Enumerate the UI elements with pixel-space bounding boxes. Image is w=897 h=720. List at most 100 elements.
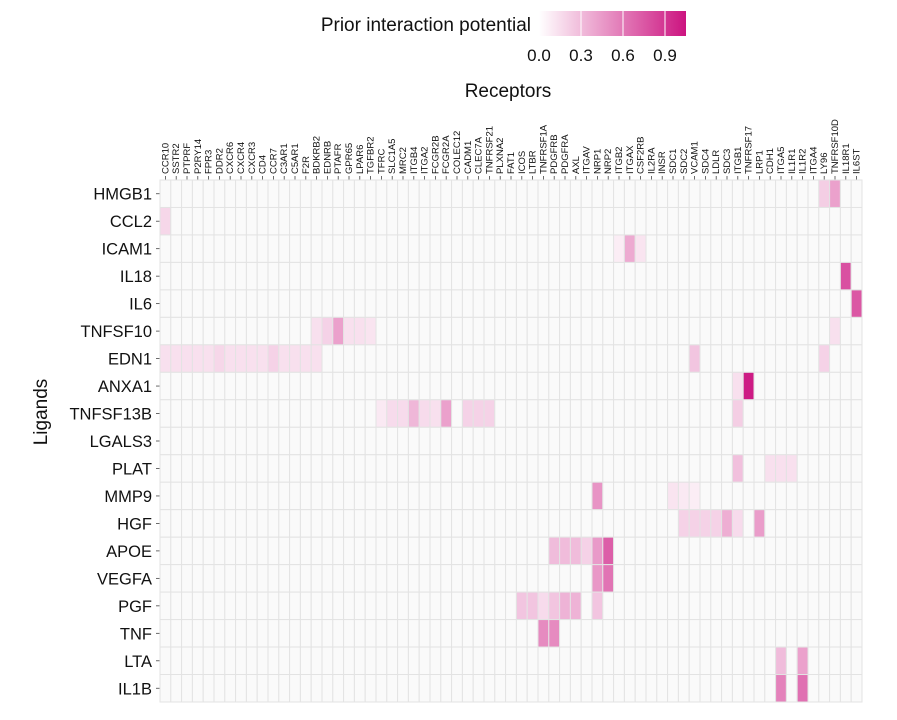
heatmap-cell-CCL2-MRC2 bbox=[398, 207, 409, 234]
heatmap-cell-LGALS3-TGFBR2 bbox=[365, 427, 376, 454]
heatmap-cell-EDN1-FPR3 bbox=[203, 345, 214, 372]
ligand-tick-label: LGALS3 bbox=[90, 433, 152, 451]
heatmap-cell-HMGB1-CXCR6 bbox=[225, 180, 236, 207]
receptor-tick-label: MRC2 bbox=[398, 147, 409, 174]
heatmap-cell-ICAM1-TFRC bbox=[376, 235, 387, 262]
heatmap-cell-HMGB1-CDH1 bbox=[765, 180, 776, 207]
heatmap-cell-PGF-AXL bbox=[570, 592, 581, 619]
heatmap-cell-IL18-CD4 bbox=[257, 262, 268, 289]
heatmap-cell-TNF-SDC2 bbox=[678, 620, 689, 647]
heatmap-cell-APOE-ITGA5 bbox=[776, 537, 787, 564]
heatmap-cell-IL1B-GPR65 bbox=[344, 675, 355, 702]
heatmap-cell-PGF-CCR10 bbox=[160, 592, 171, 619]
heatmap-cell-MMP9-TNFRSF1A bbox=[538, 482, 549, 509]
heatmap-cell-IL18-TNFRSF17 bbox=[743, 262, 754, 289]
heatmap-cell-IL1B-SDC2 bbox=[678, 675, 689, 702]
heatmap-cell-TNFSF10-CCR7 bbox=[268, 317, 279, 344]
heatmap-cell-IL18-PDGFRA bbox=[560, 262, 571, 289]
receptor-tick-label: NRP1 bbox=[592, 149, 603, 174]
heatmap-cell-TNFSF10-CCR10 bbox=[160, 317, 171, 344]
heatmap-cell-MMP9-MRC2 bbox=[398, 482, 409, 509]
heatmap-cell-PLAT-AXL bbox=[570, 455, 581, 482]
heatmap-cell-ICAM1-VCAM1 bbox=[689, 235, 700, 262]
heatmap-cell-PLAT-CD4 bbox=[257, 455, 268, 482]
heatmap-cell-CCL2-ITGA4 bbox=[808, 207, 819, 234]
heatmap-cell-ICAM1-CXCR3 bbox=[246, 235, 257, 262]
heatmap-cell-IL1B-LRP1 bbox=[754, 675, 765, 702]
heatmap-cell-CCL2-ITGB4 bbox=[408, 207, 419, 234]
heatmap-cell-TNFSF13B-ITGA2 bbox=[419, 400, 430, 427]
heatmap-cell-LGALS3-IL1R1 bbox=[786, 427, 797, 454]
heatmap-cell-VEGFA-ICOS bbox=[516, 565, 527, 592]
heatmap-cell-LGALS3-TFRC bbox=[376, 427, 387, 454]
heatmap-cell-TNFSF13B-FPR3 bbox=[203, 400, 214, 427]
heatmap-cell-VEGFA-CXCR4 bbox=[236, 565, 247, 592]
heatmap-cell-APOE-TNFRSF10D bbox=[830, 537, 841, 564]
heatmap-cell-TNFSF13B-CXCR6 bbox=[225, 400, 236, 427]
heatmap-cell-APOE-ICOS bbox=[516, 537, 527, 564]
heatmap-cell-TNF-FCGR2B bbox=[430, 620, 441, 647]
heatmap-cell-ICAM1-DDR2 bbox=[214, 235, 225, 262]
heatmap-cell-LTA-PTAFR bbox=[333, 647, 344, 674]
heatmap-cell-IL18-TNFRSF21 bbox=[484, 262, 495, 289]
heatmap-cell-VEGFA-CLEC7A bbox=[473, 565, 484, 592]
heatmap-cell-TNF-PDGFRA bbox=[560, 620, 571, 647]
heatmap-cell-TNFSF13B-ICOS bbox=[516, 400, 527, 427]
heatmap-cell-IL18-BDKRB2 bbox=[311, 262, 322, 289]
heatmap-cell-IL1B-ITGAV bbox=[581, 675, 592, 702]
heatmap-cell-TNFSF13B-FCGR2A bbox=[441, 400, 452, 427]
heatmap-cell-TNFSF10-PTAFR bbox=[333, 317, 344, 344]
heatmap-cell-HMGB1-LY96 bbox=[819, 180, 830, 207]
heatmap-cell-TNFSF13B-CDH1 bbox=[765, 400, 776, 427]
ligand-tick-label: VEGFA bbox=[97, 570, 152, 588]
heatmap-cell-ANXA1-FAT1 bbox=[506, 372, 517, 399]
heatmap-cell-HMGB1-PDGFRA bbox=[560, 180, 571, 207]
heatmap-cell-APOE-DDR2 bbox=[214, 537, 225, 564]
heatmap-cell-PGF-ITGA4 bbox=[808, 592, 819, 619]
heatmap-cell-TNFSF10-DDR2 bbox=[214, 317, 225, 344]
heatmap-cell-TNFSF13B-C5AR1 bbox=[290, 400, 301, 427]
heatmap-cell-TNF-SDC1 bbox=[668, 620, 679, 647]
heatmap-cell-HMGB1-CCR7 bbox=[268, 180, 279, 207]
heatmap-cell-LGALS3-TNFRSF1A bbox=[538, 427, 549, 454]
heatmap-cell-VEGFA-ITGA4 bbox=[808, 565, 819, 592]
heatmap-cell-HGF-CXCR6 bbox=[225, 510, 236, 537]
receptor-tick-label: ICOS bbox=[517, 151, 528, 174]
heatmap-cell-LTA-IL1R1 bbox=[786, 647, 797, 674]
heatmap-cell-IL18-SLC1A5 bbox=[387, 262, 398, 289]
heatmap-cell-HGF-PTAFR bbox=[333, 510, 344, 537]
heatmap-cell-LGALS3-CXCR6 bbox=[225, 427, 236, 454]
heatmap-cell-APOE-IL2RA bbox=[646, 537, 657, 564]
heatmap-cell-TNFSF10-ITGB2 bbox=[614, 317, 625, 344]
heatmap-cell-HGF-VCAM1 bbox=[689, 510, 700, 537]
heatmap-cell-HGF-FAT1 bbox=[506, 510, 517, 537]
receptor-tick-label: CD4 bbox=[258, 155, 269, 174]
heatmap-cell-EDN1-PTPRF bbox=[182, 345, 193, 372]
heatmap-cell-EDN1-AXL bbox=[570, 345, 581, 372]
heatmap-cell-HGF-BDKRB2 bbox=[311, 510, 322, 537]
heatmap-cell-LTA-PLXNA2 bbox=[495, 647, 506, 674]
heatmap-cell-PLAT-GPR65 bbox=[344, 455, 355, 482]
heatmap-cell-LTA-LTBR bbox=[527, 647, 538, 674]
heatmap-cell-ICAM1-LPAR6 bbox=[354, 235, 365, 262]
heatmap-cell-MMP9-ITGB1 bbox=[732, 482, 743, 509]
heatmap-cell-APOE-LTBR bbox=[527, 537, 538, 564]
heatmap-cell-PGF-C3AR1 bbox=[279, 592, 290, 619]
heatmap-cell-LTA-TNFRSF10D bbox=[830, 647, 841, 674]
heatmap-cell-PLAT-TNFRSF17 bbox=[743, 455, 754, 482]
heatmap-cell-IL1B-P2RY14 bbox=[192, 675, 203, 702]
heatmap-cell-IL6-F2R bbox=[300, 290, 311, 317]
heatmap-cell-EDN1-IL1R1 bbox=[786, 345, 797, 372]
heatmap-cell-VEGFA-SDC4 bbox=[700, 565, 711, 592]
heatmap-cell-MMP9-PTPRF bbox=[182, 482, 193, 509]
heatmap-cell-HGF-CCR10 bbox=[160, 510, 171, 537]
heatmap-cell-LGALS3-ITGB1 bbox=[732, 427, 743, 454]
heatmap-cell-TNFSF10-IL2RA bbox=[646, 317, 657, 344]
heatmap-cell-LTA-IL6ST bbox=[851, 647, 862, 674]
heatmap-cell-HMGB1-COLEC12 bbox=[452, 180, 463, 207]
heatmap-cell-MMP9-CD4 bbox=[257, 482, 268, 509]
heatmap-cell-HGF-CLEC7A bbox=[473, 510, 484, 537]
heatmap-cell-HGF-ITGB1 bbox=[732, 510, 743, 537]
heatmap-cell-HMGB1-BDKRB2 bbox=[311, 180, 322, 207]
heatmap-cell-TNF-DDR2 bbox=[214, 620, 225, 647]
